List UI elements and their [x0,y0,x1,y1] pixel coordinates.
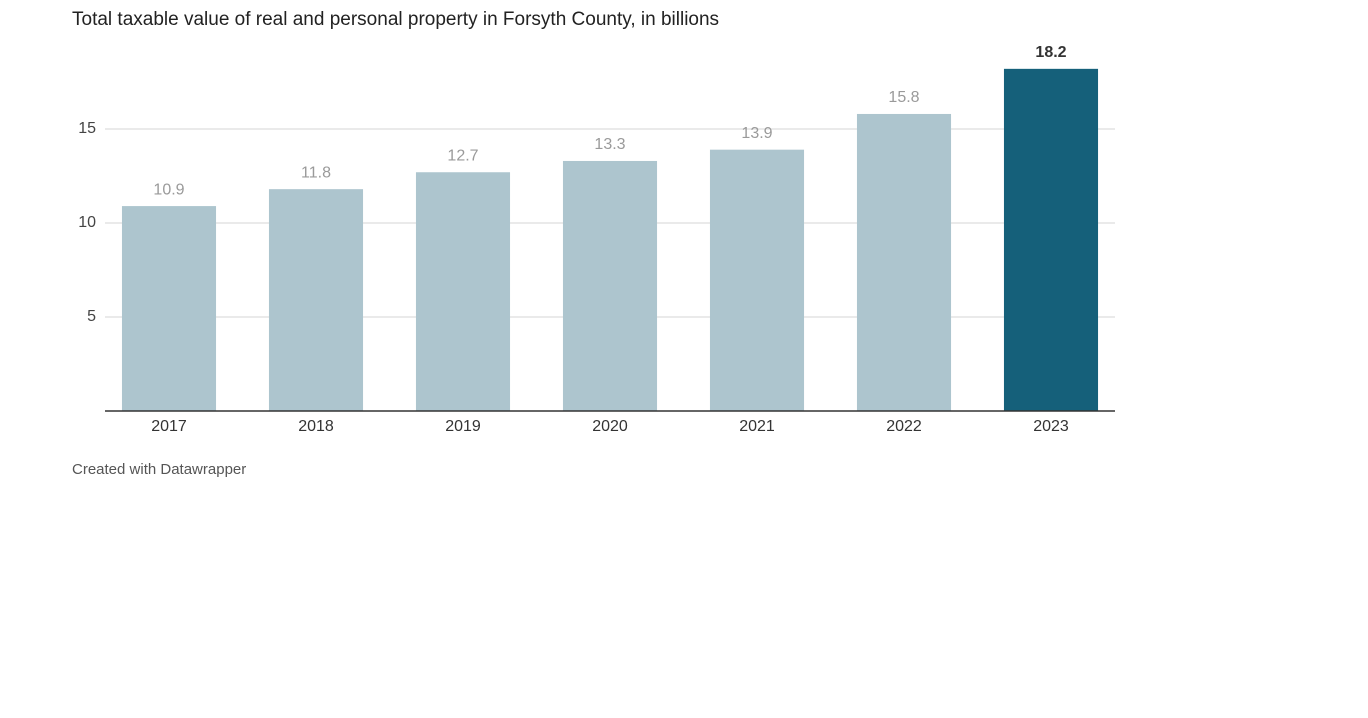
x-tick-label: 2017 [151,418,187,435]
value-label: 13.9 [741,125,772,142]
value-label: 13.3 [594,136,625,153]
bar [121,206,217,411]
value-label: 12.7 [447,147,478,164]
bar [415,172,511,411]
x-tick-label: 2020 [592,418,628,435]
x-tick-label: 2018 [298,418,334,435]
footer: Created with Datawrapper [72,461,246,478]
x-tick-label: 2021 [739,418,775,435]
bar [1003,68,1099,411]
x-tick-label: 2023 [1033,418,1069,435]
value-label: 18.2 [1035,44,1066,61]
bar [856,113,952,412]
y-tick-label: 15 [78,120,96,137]
bar [268,189,364,411]
x-tick-label: 2019 [445,418,481,435]
value-label: 11.8 [301,164,331,181]
x-tick-label: 2022 [886,418,922,435]
y-tick-label: 5 [87,308,96,325]
chart-title: Total taxable value of real and personal… [72,9,719,30]
value-label: 15.8 [888,89,919,106]
y-tick-label: 10 [78,214,96,231]
bar [562,160,658,411]
bar [709,149,805,411]
value-label: 10.9 [153,181,184,198]
